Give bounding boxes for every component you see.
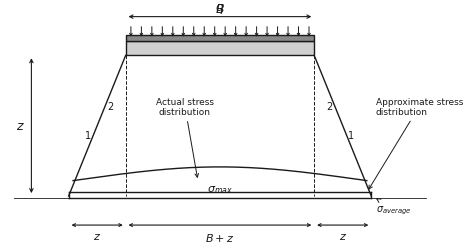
Text: 2: 2 — [327, 102, 333, 112]
Text: 1: 1 — [85, 131, 91, 141]
Text: 1: 1 — [348, 131, 355, 141]
Bar — [126, 36, 314, 42]
Bar — [126, 42, 314, 56]
Text: Approximate stress
distribution: Approximate stress distribution — [369, 97, 463, 189]
Text: $B$: $B$ — [215, 4, 225, 16]
Text: $z$: $z$ — [339, 231, 347, 241]
Text: $z$: $z$ — [16, 120, 25, 133]
Text: $B+z$: $B+z$ — [205, 231, 235, 243]
Text: Actual stress
distribution: Actual stress distribution — [156, 97, 214, 178]
Text: $\sigma_{average}$: $\sigma_{average}$ — [375, 199, 411, 216]
Text: 2: 2 — [107, 102, 113, 112]
Text: $q$: $q$ — [215, 2, 225, 16]
Text: $z$: $z$ — [93, 231, 101, 241]
Text: $\sigma_{max}$: $\sigma_{max}$ — [207, 183, 233, 195]
